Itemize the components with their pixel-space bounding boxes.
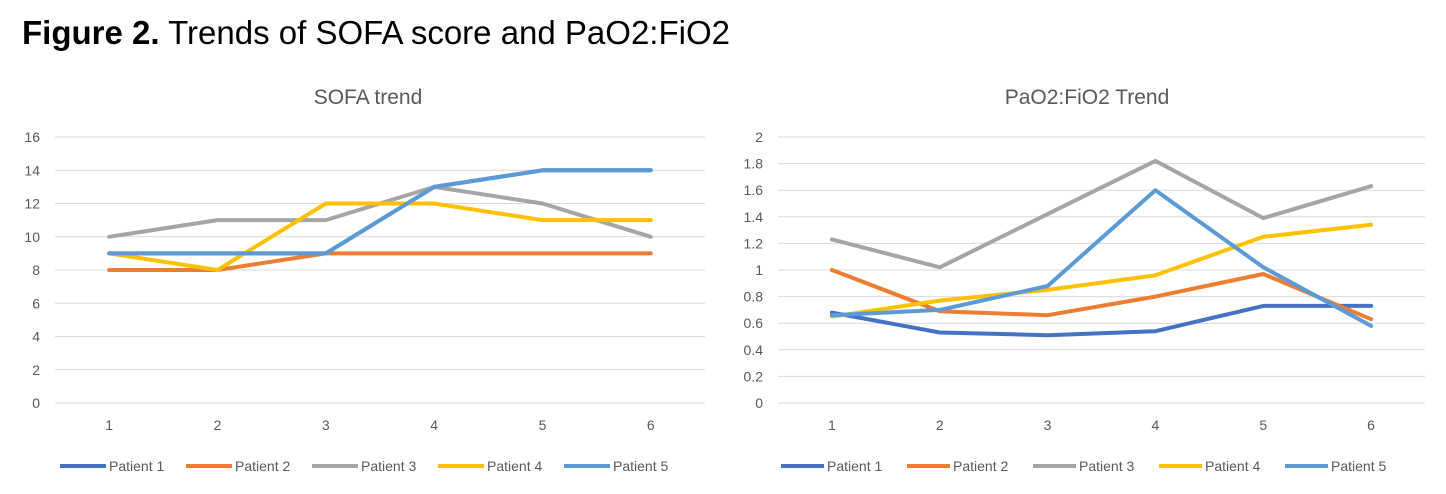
figure-title: Figure 2. Trends of SOFA score and PaO2:… xyxy=(22,14,730,52)
chart-title: SOFA trend xyxy=(314,86,423,109)
legend-label: Patient 2 xyxy=(953,458,1008,474)
y-tick-label: 0.2 xyxy=(744,368,764,384)
y-tick-label: 10 xyxy=(24,229,40,245)
legend-label: Patient 5 xyxy=(613,458,668,474)
x-tick-label: 1 xyxy=(105,417,113,433)
y-tick-label: 1.4 xyxy=(744,209,764,225)
legend-label: Patient 4 xyxy=(1205,458,1260,474)
y-tick-label: 8 xyxy=(32,262,40,278)
chart-title: PaO2:FiO2 Trend xyxy=(1005,86,1170,109)
y-tick-label: 4 xyxy=(32,329,40,345)
x-tick-label: 4 xyxy=(430,417,438,433)
figure-title-text: Trends of SOFA score and PaO2:FiO2 xyxy=(168,14,730,51)
y-tick-label: 0.8 xyxy=(744,289,764,305)
x-tick-label: 6 xyxy=(647,417,655,433)
series-line-patient-3 xyxy=(107,184,653,239)
x-tick-label: 3 xyxy=(1044,417,1052,433)
y-tick-label: 1.6 xyxy=(744,182,764,198)
series-line-patient-5 xyxy=(107,168,653,256)
y-tick-label: 1 xyxy=(755,262,763,278)
x-tick-label: 3 xyxy=(322,417,330,433)
legend-label: Patient 3 xyxy=(1079,458,1134,474)
y-tick-label: 1.2 xyxy=(744,235,764,251)
figure-label: Figure 2. xyxy=(22,14,160,51)
series-line-patient-4 xyxy=(829,222,1374,319)
legend-label: Patient 4 xyxy=(487,458,542,474)
x-tick-label: 5 xyxy=(539,417,547,433)
x-tick-label: 6 xyxy=(1367,417,1375,433)
y-tick-label: 6 xyxy=(32,295,40,311)
series-line-patient-2 xyxy=(107,251,653,272)
series-line-patient-3 xyxy=(829,158,1374,270)
x-tick-label: 2 xyxy=(936,417,944,433)
chart-pf: PaO2:FiO2 Trend 0 0.2 0.4 0.6 0.8 1 1.2 1.4 1.6 1.… xyxy=(744,86,1425,474)
y-tick-label: 2 xyxy=(755,129,763,145)
x-tick-label: 4 xyxy=(1152,417,1160,433)
legend-label: Patient 2 xyxy=(235,458,290,474)
series-line-patient-4 xyxy=(107,201,653,272)
y-tick-label: 12 xyxy=(24,196,40,212)
legend-label: Patient 3 xyxy=(361,458,416,474)
y-tick-label: 0.6 xyxy=(744,315,764,331)
y-tick-label: 2 xyxy=(32,362,40,378)
x-tick-label: 1 xyxy=(828,417,836,433)
y-tick-label: 0.4 xyxy=(744,342,764,358)
series-line-patient-1 xyxy=(829,303,1374,338)
y-tick-label: 0 xyxy=(755,395,763,411)
series-line-patient-5 xyxy=(829,188,1374,328)
legend-label: Patient 1 xyxy=(827,458,882,474)
y-tick-label: 16 xyxy=(24,129,40,145)
y-tick-label: 0 xyxy=(32,395,40,411)
x-tick-label: 2 xyxy=(214,417,222,433)
y-tick-label: 1.8 xyxy=(744,156,764,172)
legend-label: Patient 1 xyxy=(109,458,164,474)
x-tick-label: 5 xyxy=(1259,417,1267,433)
y-tick-label: 14 xyxy=(24,162,40,178)
legend-label: Patient 5 xyxy=(1331,458,1386,474)
